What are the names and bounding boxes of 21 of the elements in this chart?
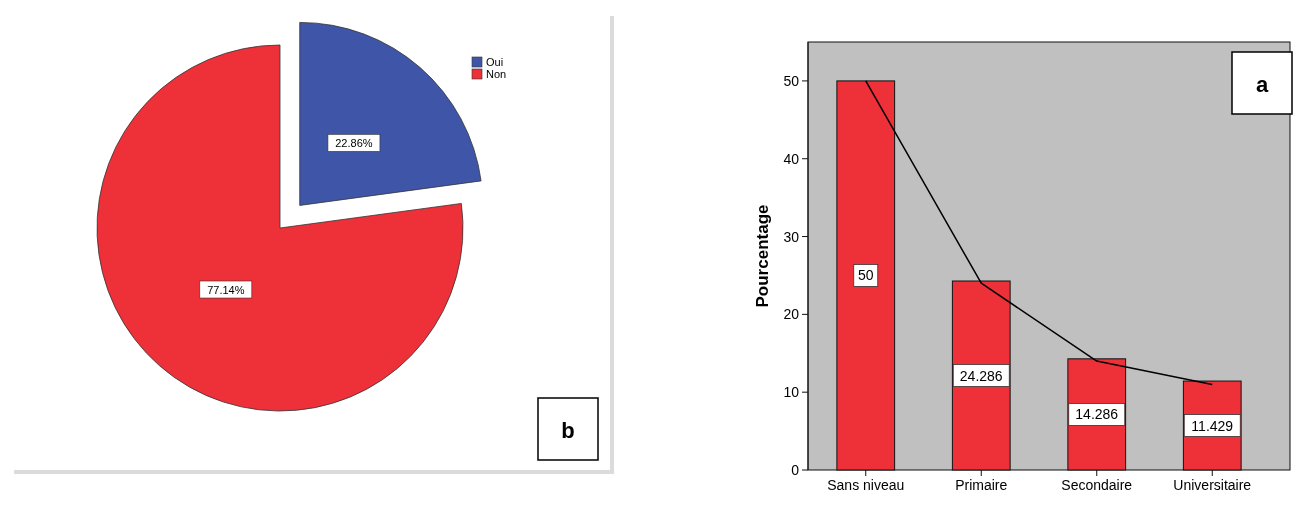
x-tick-label: Sans niveau [827,477,905,493]
data-label: 77.14% [207,284,245,297]
x-tick-label: Primaire [955,477,1008,493]
x-tick-label: Universitaire [1173,477,1252,493]
data-label: 50 [857,267,874,284]
y-tick-label: 30 [783,228,800,245]
legend-label: Oui [486,56,504,68]
legend-label: Non [486,68,507,80]
y-tick-label: 40 [783,150,800,167]
annotation: a [1255,72,1269,97]
x-tick-label: Secondaire [1061,477,1133,493]
data-label: 22.86% [335,137,373,150]
y-tick-label: 50 [783,72,800,89]
y-tick-label: 20 [783,306,800,323]
data-label: 14.286 [1075,406,1119,423]
data-label: 11.429 [1191,417,1234,434]
y-axis-title: Pourcentage [753,204,772,308]
text: b [561,418,575,443]
y-tick-label: 0 [791,462,800,478]
data-label: 24.286 [959,367,1003,384]
y-tick-label: 10 [783,384,800,401]
